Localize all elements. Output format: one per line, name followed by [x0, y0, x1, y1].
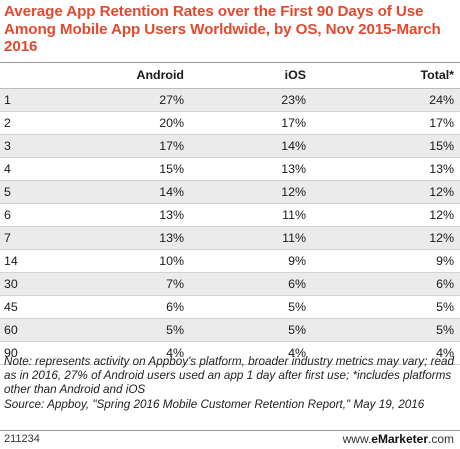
cell-android: 13% [94, 226, 184, 250]
table-body: 1 27% 23% 24% 2 20% 17% 17% 3 17% 14% 15% 4 15% 13% 13%… [0, 88, 460, 365]
cell-android: 13% [94, 203, 184, 227]
cell-day: 60 [0, 318, 94, 342]
cell-ios: 4% [184, 341, 306, 365]
cell-android: 7% [94, 272, 184, 296]
cell-android: 4% [94, 341, 184, 365]
table-row: 90 4% 4% 4% [0, 341, 460, 365]
brand-suffix: .com [427, 432, 454, 446]
brand-prefix: www. [342, 432, 372, 446]
brand-name: eMarketer [371, 432, 428, 446]
cell-day: 30 [0, 272, 94, 296]
cell-total: 13% [306, 157, 460, 181]
table-row: 14 10% 9% 9% [0, 249, 460, 273]
brand-link[interactable]: www.eMarketer.com [343, 432, 454, 446]
cell-day: 5 [0, 180, 94, 204]
cell-ios: 14% [184, 134, 306, 158]
cell-total: 9% [306, 249, 460, 273]
table-row: 1 27% 23% 24% [0, 88, 460, 112]
cell-day: 1 [0, 88, 94, 112]
cell-day: 2 [0, 111, 94, 135]
header-row: Android iOS Total* [0, 62, 460, 89]
cell-total: 24% [306, 88, 460, 112]
cell-total: 17% [306, 111, 460, 135]
table-row: 6 13% 11% 12% [0, 203, 460, 227]
cell-day: 6 [0, 203, 94, 227]
column-header-ios: iOS [184, 62, 306, 89]
cell-ios: 11% [184, 203, 306, 227]
cell-day: 14 [0, 249, 94, 273]
cell-ios: 13% [184, 157, 306, 181]
table-row: 60 5% 5% 5% [0, 318, 460, 342]
table-row: 3 17% 14% 15% [0, 134, 460, 158]
cell-android: 17% [94, 134, 184, 158]
cell-day: 7 [0, 226, 94, 250]
table-row: 4 15% 13% 13% [0, 157, 460, 181]
retention-table: Android iOS Total* 1 27% 23% 24% 2 20% 17% 17% 3… [0, 62, 460, 365]
cell-android: 6% [94, 295, 184, 319]
cell-total: 12% [306, 203, 460, 227]
cell-ios: 12% [184, 180, 306, 204]
cell-ios: 5% [184, 295, 306, 319]
cell-android: 14% [94, 180, 184, 204]
cell-day: 3 [0, 134, 94, 158]
column-header-android: Android [94, 62, 184, 89]
cell-android: 27% [94, 88, 184, 112]
chart-title: Average App Retention Rates over the Fir… [4, 3, 441, 55]
notes-block: Note: represents activity on Appboy's pl… [4, 355, 456, 412]
table-row: 7 13% 11% 12% [0, 226, 460, 250]
cell-ios: 11% [184, 226, 306, 250]
data-table-container: Android iOS Total* 1 27% 23% 24% 2 20% 17% 17% 3… [0, 62, 460, 365]
table-row: 5 14% 12% 12% [0, 180, 460, 204]
table-row: 30 7% 6% 6% [0, 272, 460, 296]
cell-total: 12% [306, 180, 460, 204]
cell-ios: 5% [184, 318, 306, 342]
cell-ios: 23% [184, 88, 306, 112]
cell-day: 90 [0, 341, 94, 365]
cell-android: 15% [94, 157, 184, 181]
cell-android: 10% [94, 249, 184, 273]
cell-day: 45 [0, 295, 94, 319]
table-row: 45 6% 5% 5% [0, 295, 460, 319]
column-header-total: Total* [306, 62, 460, 89]
footer-rule [0, 430, 460, 431]
table-row: 2 20% 17% 17% [0, 111, 460, 135]
note-text: Note: represents activity on Appboy's pl… [4, 355, 455, 397]
chart-id: 211234 [4, 433, 40, 445]
cell-total: 5% [306, 318, 460, 342]
cell-ios: 17% [184, 111, 306, 135]
cell-ios: 9% [184, 249, 306, 273]
cell-total: 6% [306, 272, 460, 296]
cell-total: 5% [306, 295, 460, 319]
cell-day: 4 [0, 157, 94, 181]
cell-total: 12% [306, 226, 460, 250]
cell-total: 15% [306, 134, 460, 158]
cell-total: 4% [306, 341, 460, 365]
column-header-day [0, 62, 94, 89]
cell-android: 5% [94, 318, 184, 342]
source-text: Source: Appboy, "Spring 2016 Mobile Cust… [4, 397, 425, 411]
cell-ios: 6% [184, 272, 306, 296]
cell-android: 20% [94, 111, 184, 135]
